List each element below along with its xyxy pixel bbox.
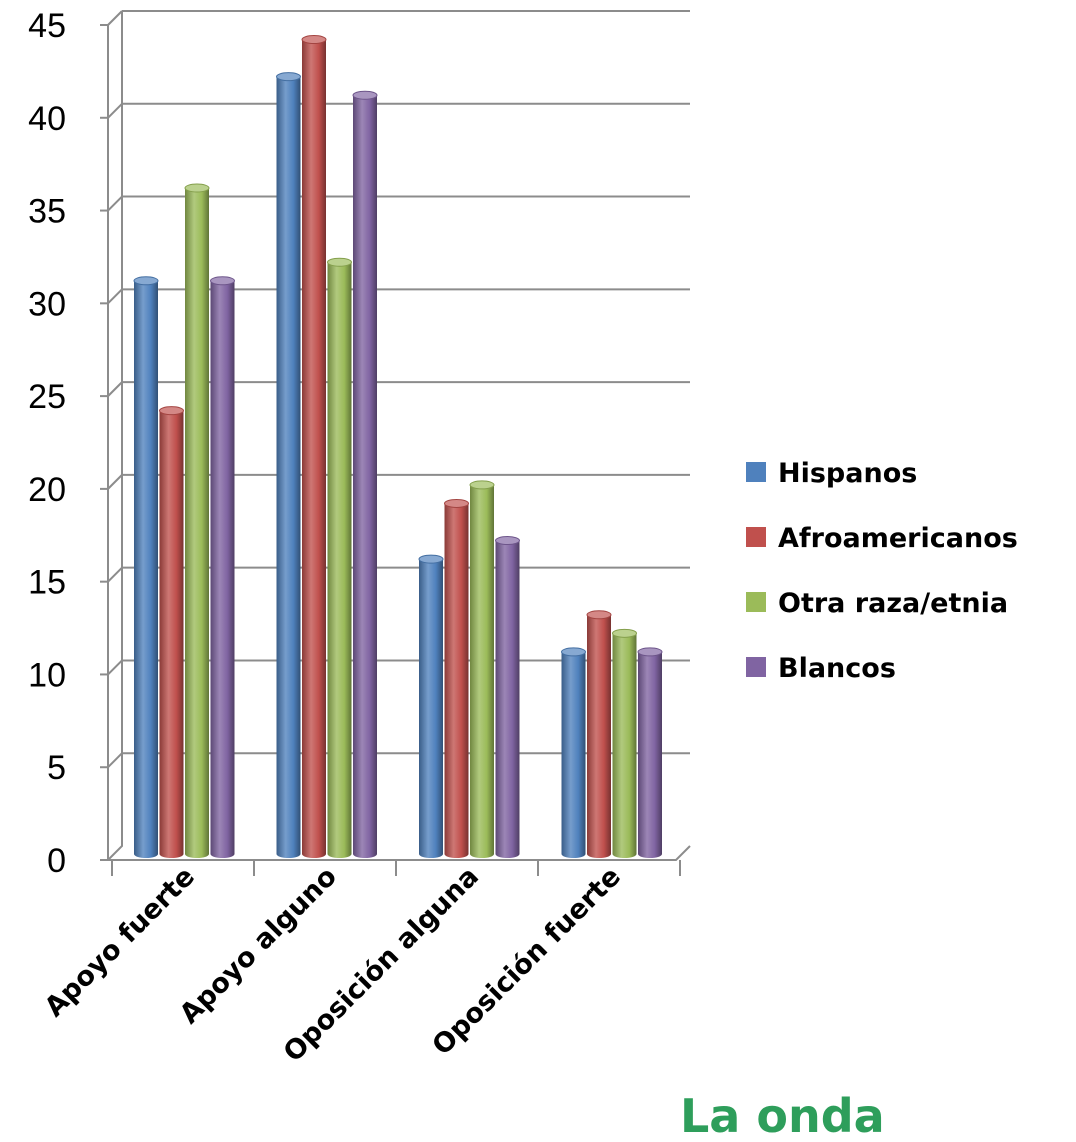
bar-top <box>495 536 520 546</box>
legend-label: Hispanos <box>778 458 917 489</box>
bar <box>586 610 612 858</box>
bar-body <box>444 503 469 858</box>
bar <box>159 406 184 858</box>
gridline-side <box>107 752 123 768</box>
bar-body <box>638 651 662 858</box>
bar <box>327 257 352 858</box>
legend-swatch <box>746 657 766 677</box>
y-tick-label: 30 <box>28 285 66 323</box>
bar-top <box>637 647 663 657</box>
bar <box>133 276 159 858</box>
bar-top <box>561 647 586 657</box>
bar-top <box>276 72 301 82</box>
y-axis-ticks: 0 5 10 15 20 25 30 35 40 45 <box>28 7 108 880</box>
bar <box>352 90 378 858</box>
floor-edge <box>108 845 691 861</box>
bar-body <box>134 280 158 858</box>
bar-body <box>612 633 637 858</box>
legend-label: Otra raza/etnia <box>778 588 1008 619</box>
category-label: Apoyo fuerte <box>39 861 201 1023</box>
bar-body <box>327 262 352 858</box>
bar-top <box>184 183 210 193</box>
gridline-side <box>107 566 123 583</box>
bar <box>301 35 327 859</box>
y-tick-label: 25 <box>28 378 66 416</box>
bar-top <box>586 610 612 620</box>
bar-body <box>210 280 235 858</box>
x-axis <box>111 860 681 876</box>
bar <box>184 183 210 858</box>
bar <box>495 536 520 858</box>
legend-swatch <box>746 462 766 482</box>
gridline-side <box>107 10 123 26</box>
bar-body <box>561 651 586 858</box>
y-tick-label: 0 <box>47 842 66 880</box>
y-tick-label: 15 <box>28 564 66 602</box>
bar-top <box>133 276 159 286</box>
bar <box>276 72 301 858</box>
legend-swatch <box>746 527 766 547</box>
bar-body <box>185 188 209 858</box>
gridline-side <box>107 288 123 305</box>
bar <box>418 554 444 858</box>
y-tick-label: 35 <box>28 193 66 231</box>
gridline-side <box>107 474 123 490</box>
y-tick-label: 40 <box>28 100 66 138</box>
bar-body <box>495 540 520 858</box>
logo-text: La onda <box>680 1089 885 1142</box>
legend-label: Blancos <box>778 653 896 684</box>
legend-label: Afroamericanos <box>778 523 1018 554</box>
y-tick-label: 45 <box>28 7 66 45</box>
bar-body <box>353 95 377 858</box>
bar-top <box>352 90 378 100</box>
gridline-side <box>107 381 123 397</box>
bar-body <box>276 76 301 858</box>
category-label: Apoyo alguno <box>174 861 343 1030</box>
y-tick-label: 5 <box>47 749 66 787</box>
bar-body <box>587 614 611 858</box>
bar-top <box>469 480 495 490</box>
logo: La onda <box>680 1089 885 1142</box>
bar-top <box>327 257 352 267</box>
legend-swatch <box>746 592 766 612</box>
y-tick-label: 20 <box>28 471 66 509</box>
bar-body <box>419 559 443 858</box>
bars <box>133 35 663 859</box>
bar <box>469 480 495 858</box>
gridline-side <box>107 195 123 212</box>
bar-top <box>418 554 444 564</box>
legend: Hispanos Afroamericanos Otra raza/etnia Bla… <box>746 458 1018 684</box>
bar-top <box>210 276 235 286</box>
bar-body <box>159 410 184 858</box>
left-wall-edge <box>107 11 123 861</box>
bar <box>637 647 663 858</box>
bar-top <box>301 35 327 45</box>
bar-body <box>302 39 326 859</box>
bar-body <box>470 484 494 858</box>
bar <box>612 628 637 858</box>
bar <box>561 647 586 858</box>
bar <box>210 276 235 858</box>
bar-top <box>444 498 469 508</box>
gridline-side <box>107 659 123 676</box>
gridline-side <box>107 103 123 119</box>
y-tick-label: 10 <box>28 656 66 694</box>
bar-top <box>612 628 637 638</box>
bar <box>444 498 469 858</box>
bar-top <box>159 406 184 416</box>
